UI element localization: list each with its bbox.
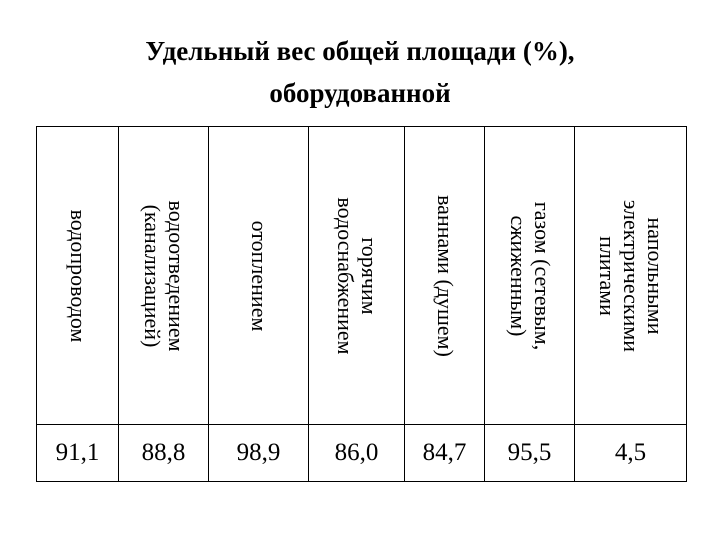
header-cell-heating: отоплением	[208, 126, 309, 425]
value-cell: 95,5	[484, 424, 575, 482]
header-text: напольными	[642, 217, 668, 334]
header-row: водопроводом водоотведением (канализацие…	[36, 126, 687, 425]
value-cell: 88,8	[118, 424, 209, 482]
header-text: водоснабжением	[332, 196, 358, 355]
header-text: водопроводом	[65, 209, 91, 342]
header-cell-baths: ваннами (душем)	[404, 126, 485, 425]
header-text: горячим	[356, 236, 382, 315]
page-title: Удельный вес общей площади (%), оборудов…	[0, 30, 720, 114]
header-cell-gas: газом (сетевым, сжиженным)	[484, 126, 575, 425]
value-row: 91,1 88,8 98,9 86,0 84,7 95,5 4,5	[36, 424, 687, 482]
title-line-2: оборудованной	[269, 78, 451, 108]
header-cell-water-supply: водопроводом	[36, 126, 119, 425]
header-text: электрическими	[618, 199, 644, 352]
header-text: водоотведением	[163, 199, 189, 352]
data-table: водопроводом водоотведением (канализацие…	[36, 126, 687, 482]
value-cell: 86,0	[308, 424, 405, 482]
header-cell-hot-water: горячим водоснабжением	[308, 126, 405, 425]
header-text: плитами	[594, 235, 620, 316]
header-cell-electric-stoves: напольными электрическими плитами	[574, 126, 687, 425]
value-cell: 84,7	[404, 424, 485, 482]
header-cell-sewerage: водоотведением (канализацией)	[118, 126, 209, 425]
header-text: ваннами (душем)	[432, 194, 458, 357]
value-cell: 4,5	[574, 424, 687, 482]
value-cell: 91,1	[36, 424, 119, 482]
value-cell: 98,9	[208, 424, 309, 482]
header-text: газом (сетевым,	[529, 201, 555, 350]
title-line-1: Удельный вес общей площади (%),	[145, 36, 575, 66]
header-text: (канализацией)	[139, 204, 165, 347]
header-text: отоплением	[246, 220, 272, 331]
header-text: сжиженным)	[505, 215, 531, 336]
